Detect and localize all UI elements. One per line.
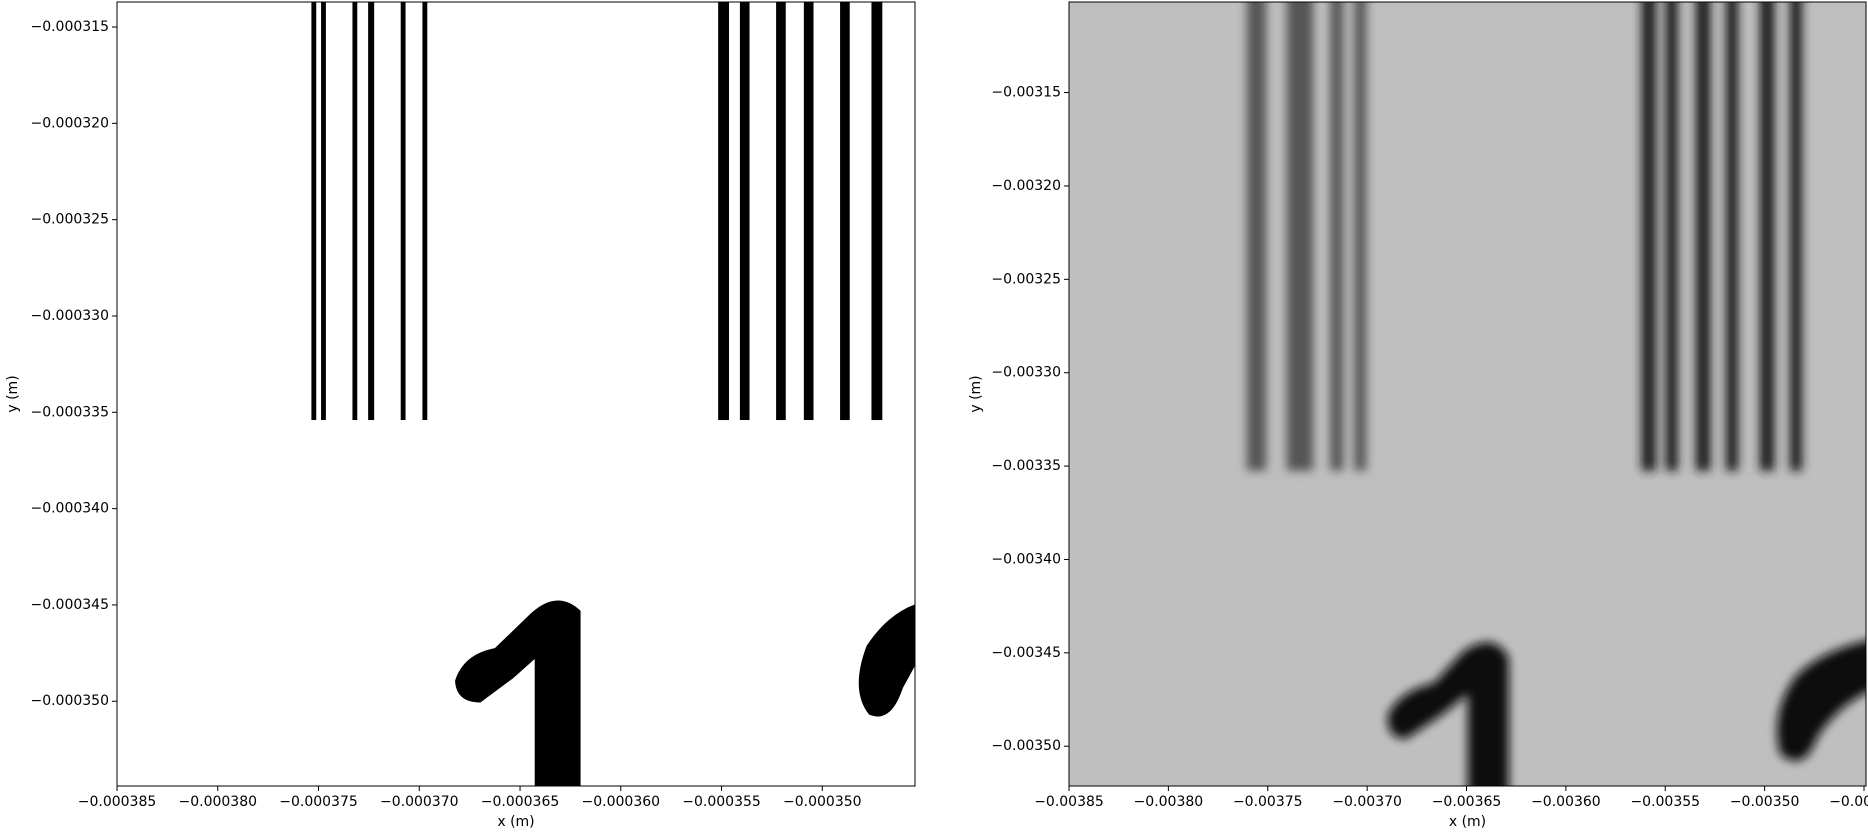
y-tick-label: −0.000335 [30, 404, 109, 420]
x-tick-label: −0.000375 [279, 794, 358, 810]
y-tick-label: −0.00325 [991, 271, 1061, 287]
x-tick-label: −0.00360 [1531, 794, 1601, 810]
y-tick-label: −0.000330 [30, 308, 109, 324]
x-tick-label: −0.00355 [1630, 794, 1700, 810]
y-tick-label: −0.00345 [991, 645, 1061, 661]
x-tick-label: −0.000360 [582, 794, 661, 810]
x-axis-label: x (m) [1449, 814, 1486, 830]
y-tick-label: −0.000315 [30, 19, 109, 35]
y-tick-label: −0.00330 [991, 365, 1061, 381]
image-right [1069, 2, 1866, 786]
y-tick-label: −0.00320 [991, 178, 1061, 194]
x-tick-label: −0.00375 [1233, 794, 1303, 810]
x-tick-label: −0.00350 [1730, 794, 1800, 810]
y-tick-label: −0.000340 [30, 501, 109, 517]
x-tick-label: −0.00385 [1034, 794, 1104, 810]
x-tick-label: −0.00365 [1432, 794, 1502, 810]
axes-frame [1068, 1, 1867, 787]
y-tick-label: −0.00335 [991, 458, 1061, 474]
y-tick-label: −0.000320 [30, 115, 109, 131]
x-tick-label: −0.000370 [380, 794, 459, 810]
x-tick-label: −0.00345 [1829, 794, 1868, 810]
x-tick-label: −0.00370 [1332, 794, 1402, 810]
x-tick-label: −0.000385 [78, 794, 157, 810]
x-tick-label: −0.000350 [783, 794, 862, 810]
image-left [117, 2, 915, 786]
y-tick-label: −0.00315 [991, 85, 1061, 101]
x-axis-label: x (m) [497, 814, 534, 830]
y-axis-label: y (m) [968, 375, 984, 412]
x-tick-label: −0.000365 [481, 794, 560, 810]
x-tick-label: −0.000380 [178, 794, 257, 810]
x-tick-label: −0.000355 [682, 794, 761, 810]
y-tick-label: −0.00340 [991, 551, 1061, 567]
y-tick-label: −0.00350 [991, 738, 1061, 754]
y-axis-label: y (m) [5, 375, 21, 412]
axes-frame [116, 1, 916, 787]
y-tick-label: −0.000325 [30, 212, 109, 228]
y-tick-label: −0.000345 [30, 597, 109, 613]
x-tick-label: −0.00380 [1134, 794, 1204, 810]
y-tick-label: −0.000350 [30, 693, 109, 709]
